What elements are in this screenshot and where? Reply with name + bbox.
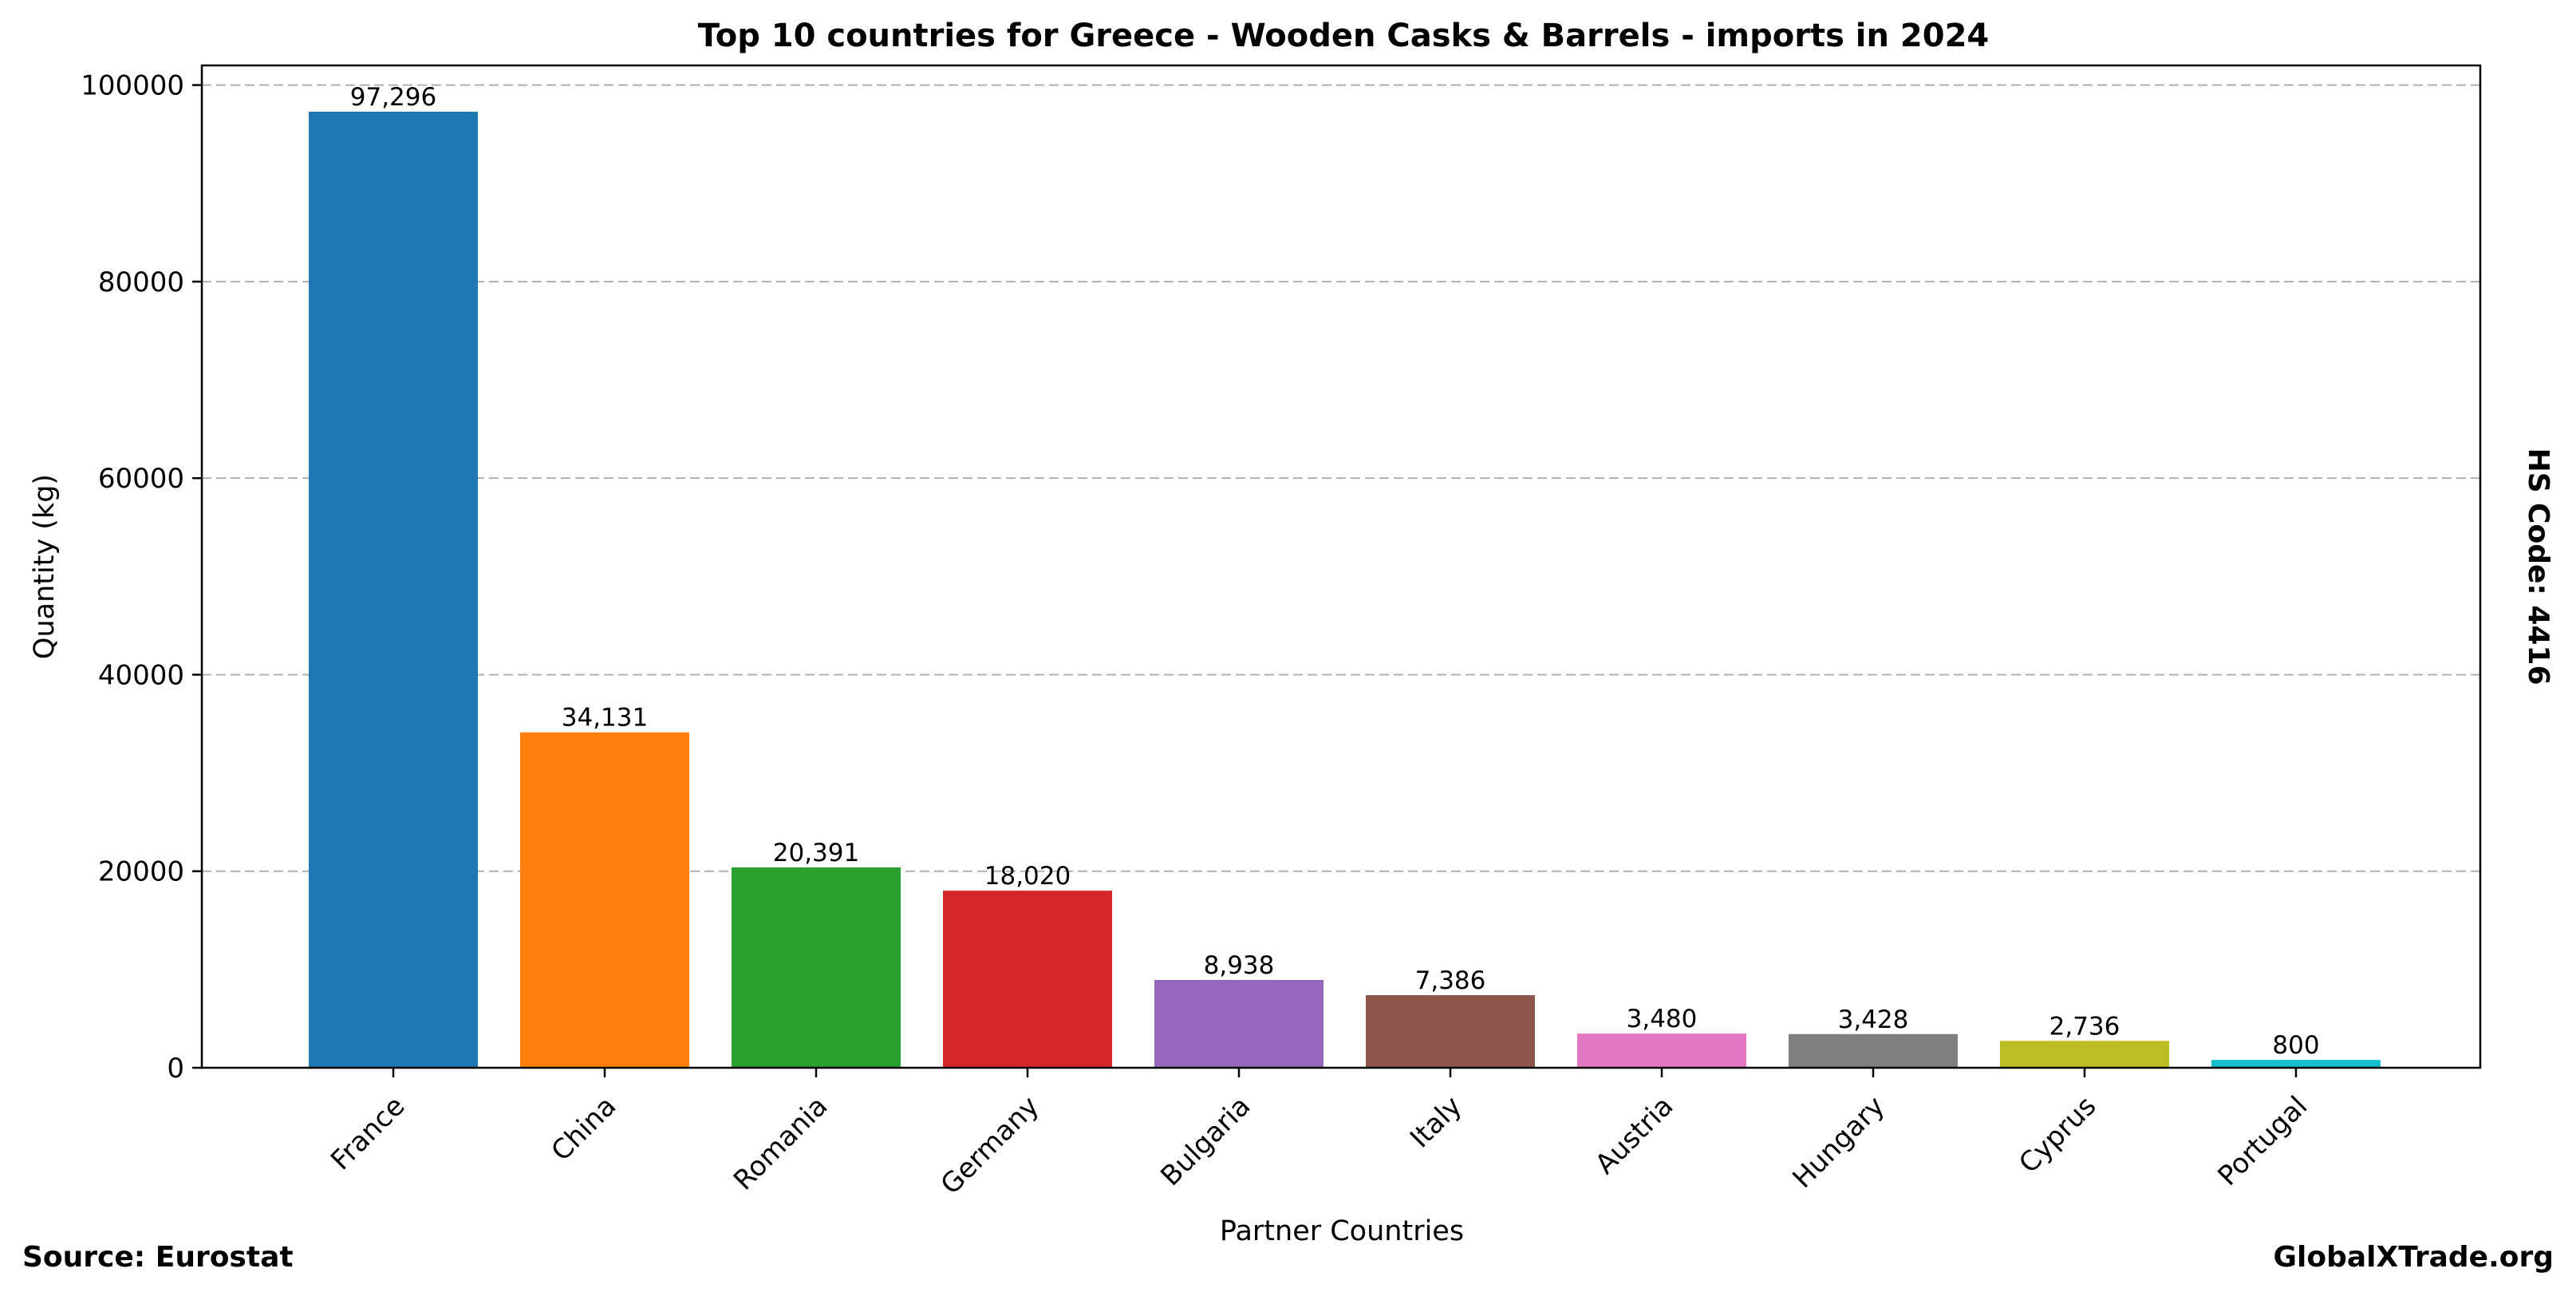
y-tick-label: 40000 — [98, 659, 184, 691]
y-axis-ticks: 0 20000 40000 60000 80000 100000 — [81, 70, 202, 1085]
x-axis-ticks: France China Romania Germany Bulgaria Italy Au… — [325, 1068, 2314, 1201]
value-label: 3,428 — [1838, 1006, 1909, 1034]
bar-romania — [732, 867, 901, 1068]
bars — [309, 111, 2381, 1068]
x-tick-label: Austria — [1589, 1090, 1679, 1180]
hs-code-label: HS Code: 4416 — [2522, 448, 2554, 685]
y-axis-label: Quantity (kg) — [29, 474, 61, 659]
bar-china — [520, 732, 689, 1068]
x-tick-label: France — [325, 1090, 411, 1176]
value-labels: 97,296 34,131 20,391 18,020 8,938 7,386 3,480 3… — [350, 83, 2320, 1060]
bar-germany — [943, 891, 1112, 1068]
source-note: Source: Eurostat — [22, 1241, 294, 1274]
y-tick-label: 0 — [167, 1053, 184, 1085]
value-label: 20,391 — [773, 839, 859, 867]
x-axis-label: Partner Countries — [1220, 1215, 1464, 1247]
value-label: 97,296 — [350, 83, 436, 112]
x-tick-label: Portugal — [2211, 1090, 2314, 1192]
y-tick-label: 100000 — [81, 70, 184, 102]
y-tick-label: 80000 — [98, 267, 184, 298]
value-label: 800 — [2272, 1031, 2319, 1060]
y-tick-label: 60000 — [98, 463, 184, 495]
x-tick-label: Germany — [935, 1090, 1046, 1201]
plot-frame — [200, 64, 2482, 1069]
bar-france — [309, 111, 478, 1068]
value-label: 3,480 — [1627, 1005, 1698, 1033]
x-tick-label: Cyprus — [2013, 1090, 2102, 1179]
brand-label: GlobalXTrade.org — [2273, 1241, 2554, 1274]
bar-portugal — [2211, 1060, 2381, 1068]
value-label: 34,131 — [562, 704, 648, 733]
x-tick-label: Romania — [728, 1090, 834, 1196]
bar-bulgaria — [1154, 979, 1324, 1068]
bar-hungary — [1789, 1033, 1958, 1068]
value-label: 8,938 — [1204, 951, 1275, 980]
value-label: 18,020 — [984, 862, 1071, 891]
chart-title: Top 10 countries for Greece - Wooden Cas… — [698, 18, 1990, 54]
x-tick-label: China — [545, 1090, 622, 1168]
value-label: 7,386 — [1415, 966, 1486, 995]
y-tick-label: 20000 — [98, 856, 184, 888]
bar-austria — [1577, 1033, 1746, 1068]
value-label: 2,736 — [2049, 1012, 2120, 1041]
x-tick-label: Italy — [1404, 1090, 1468, 1154]
bar-italy — [1366, 995, 1535, 1068]
x-tick-label: Hungary — [1786, 1090, 1891, 1195]
x-tick-label: Bulgaria — [1154, 1090, 1256, 1192]
bar-cyprus — [2000, 1041, 2169, 1068]
